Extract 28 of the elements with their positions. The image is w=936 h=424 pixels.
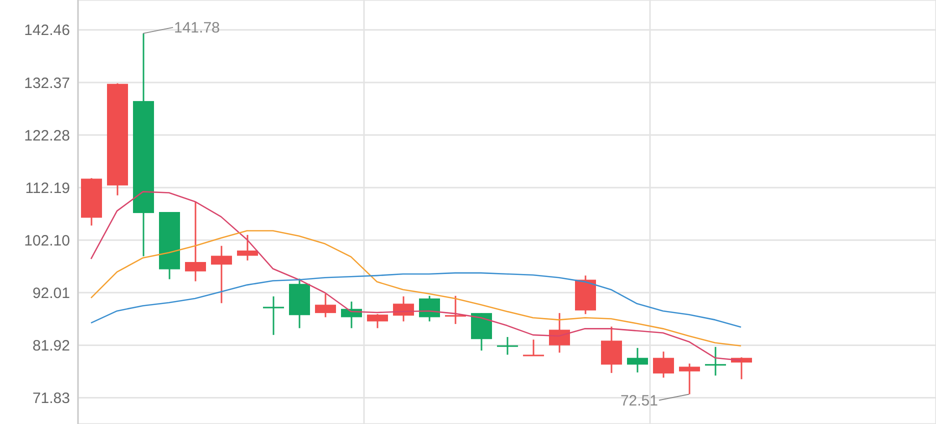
line-series — [90, 230, 742, 347]
candlestick — [237, 234, 258, 262]
candlestick — [497, 336, 518, 356]
annotation: 141.78 — [174, 19, 220, 36]
y-tick-label: 112.19 — [25, 180, 70, 197]
candlestick — [601, 326, 622, 374]
candlestick — [367, 313, 388, 329]
candlestick — [523, 338, 544, 356]
candlestick — [419, 295, 440, 322]
y-tick-label: 71.83 — [32, 390, 70, 408]
candlestick — [549, 312, 570, 354]
candlestick — [185, 200, 206, 282]
y-tick-label: 122.28 — [24, 127, 70, 144]
candlestick — [315, 293, 336, 318]
y-tick-label: 132.37 — [24, 74, 70, 92]
candlestick — [679, 362, 700, 396]
y-tick-label: 81.92 — [32, 338, 70, 355]
candlestick — [705, 346, 726, 376]
candlestick — [211, 245, 232, 304]
candlestick — [627, 347, 648, 374]
y-tick-label: 92.01 — [32, 285, 70, 302]
y-tick-label: 142.46 — [24, 22, 70, 40]
candlestick — [653, 350, 674, 378]
annotation: 72.51 — [620, 392, 658, 410]
y-tick-label: 102.10 — [24, 232, 70, 250]
line-series — [90, 272, 742, 328]
candlestick — [263, 296, 284, 336]
candlestick — [445, 295, 466, 325]
